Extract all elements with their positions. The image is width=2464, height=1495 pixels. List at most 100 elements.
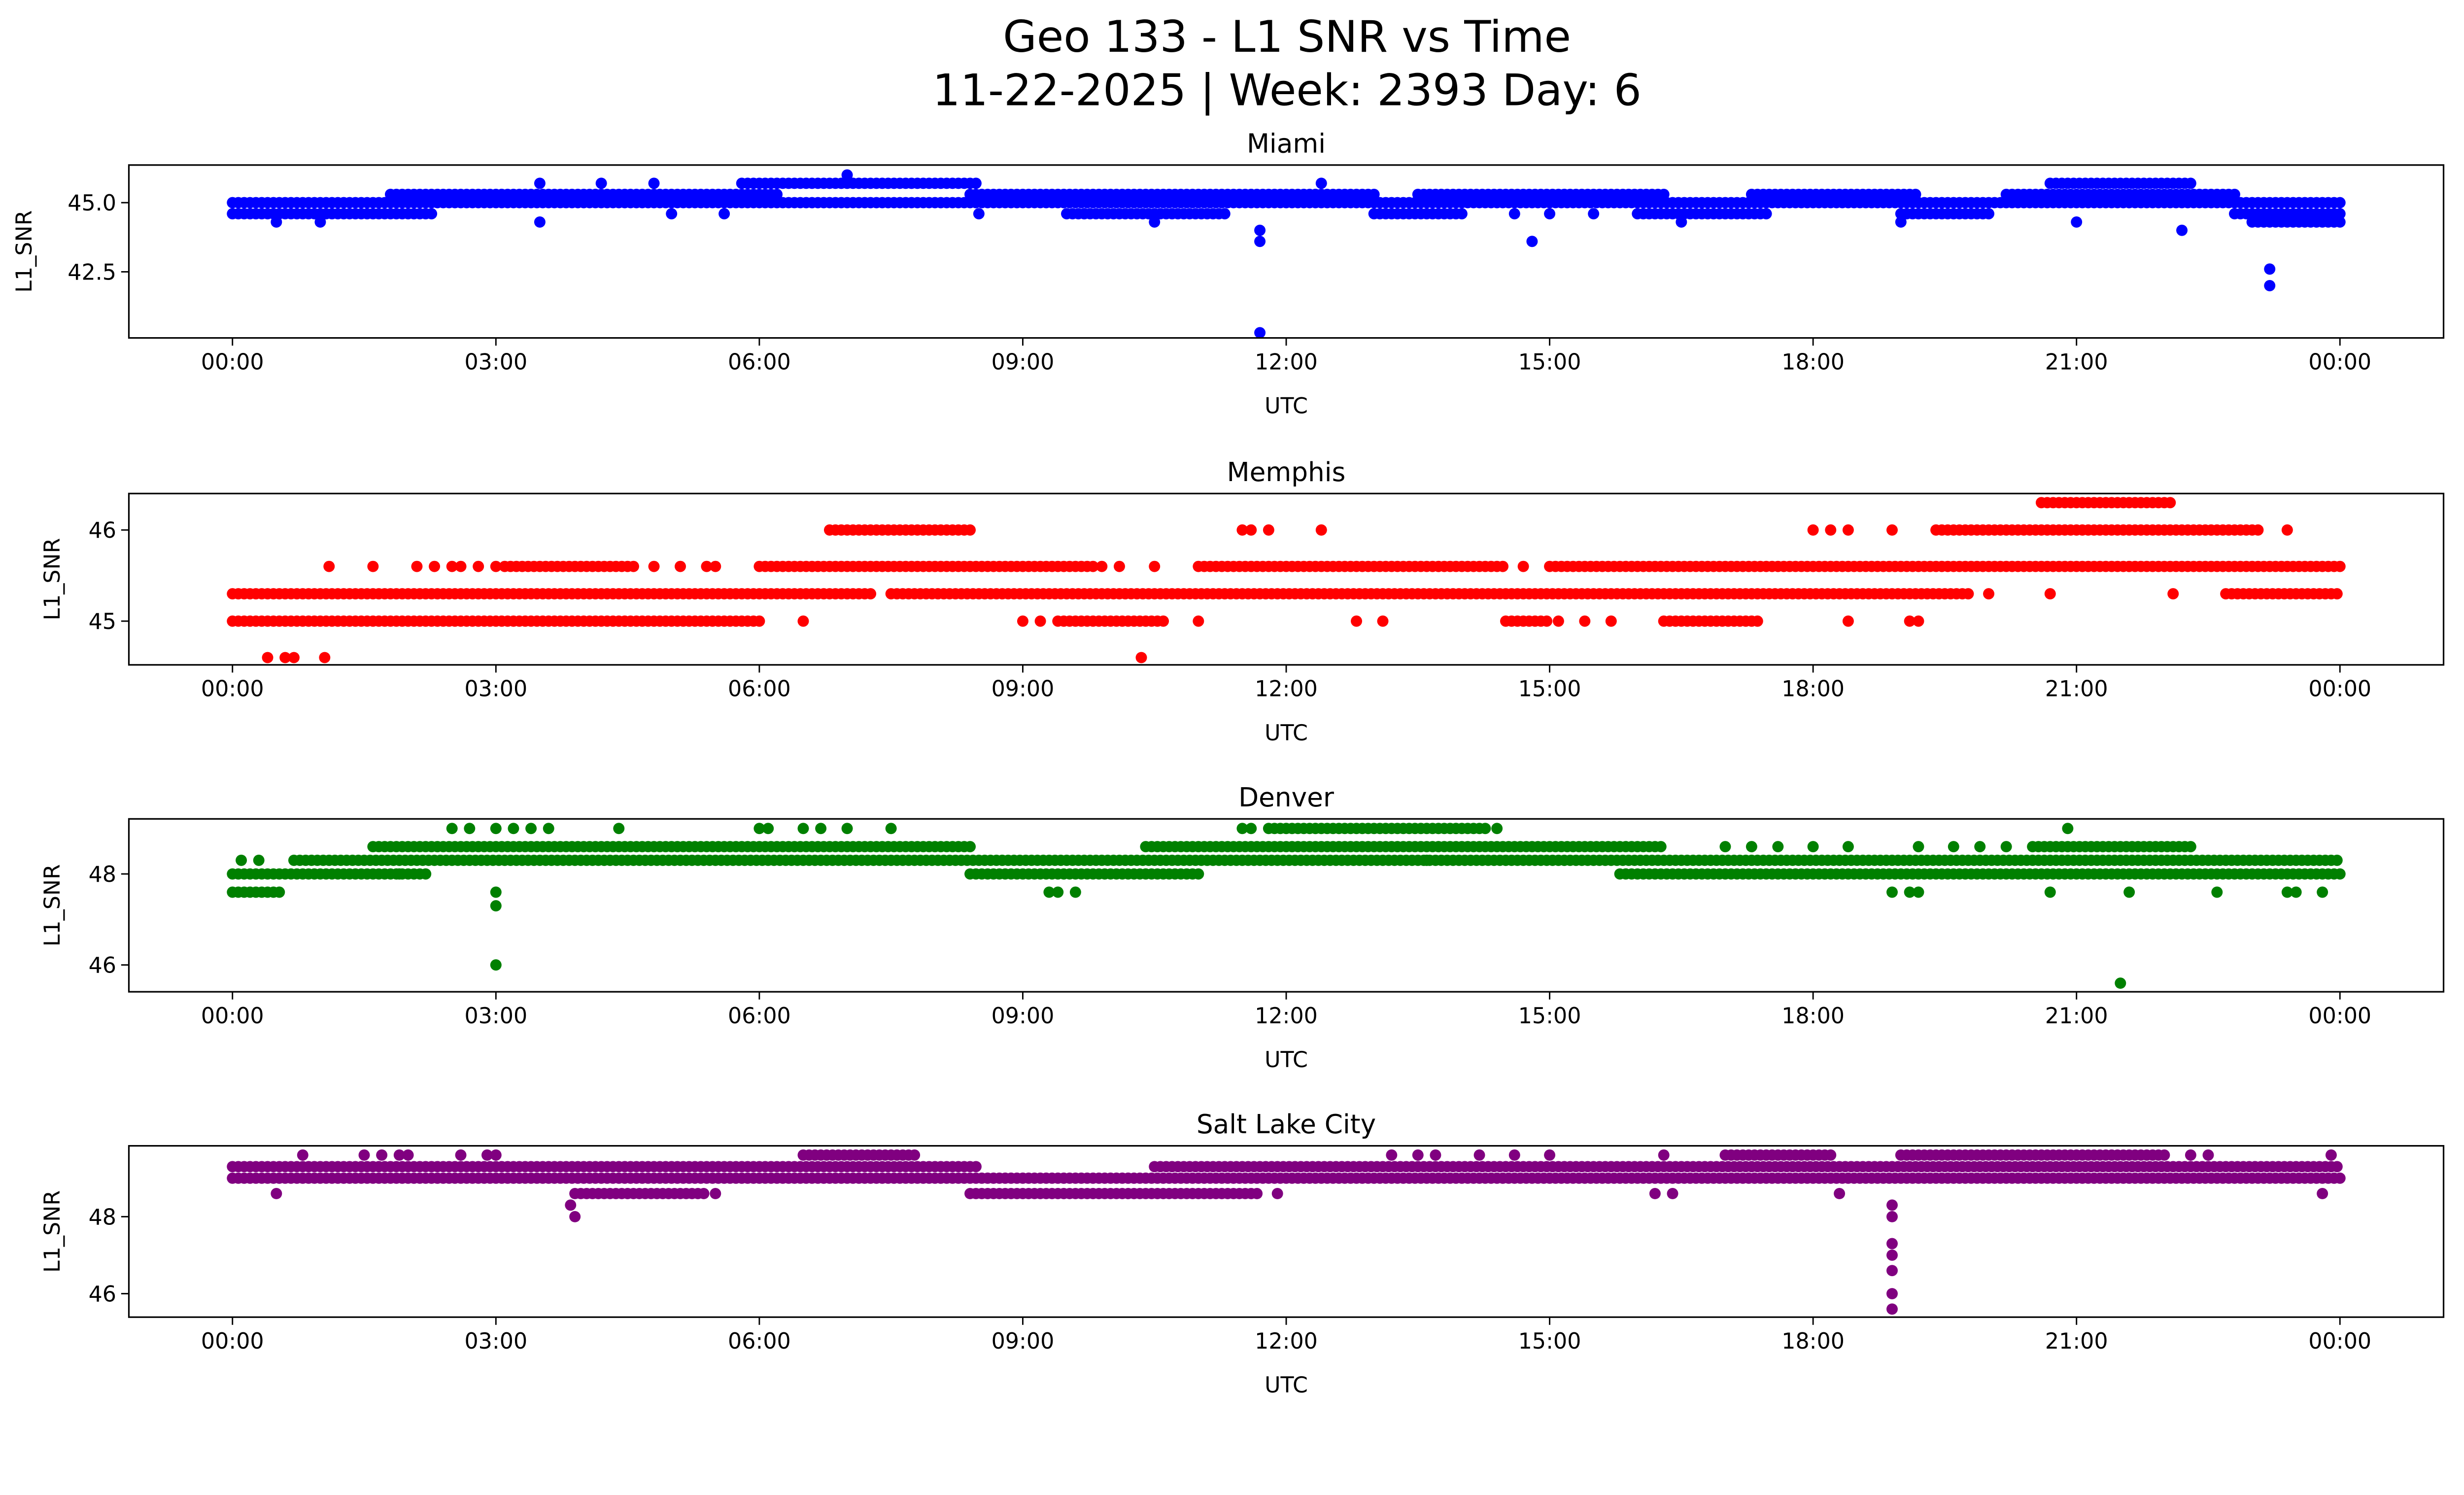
y-tick-label: 48 — [89, 862, 116, 887]
data-point — [473, 560, 484, 572]
data-point — [490, 1149, 502, 1161]
data-point — [534, 177, 546, 189]
data-point — [1751, 615, 1763, 627]
x-tick-label: 00:00 — [201, 1329, 264, 1354]
data-point — [885, 823, 897, 834]
data-point — [2334, 868, 2346, 880]
x-tick-label: 15:00 — [1518, 1329, 1581, 1354]
subplot-memphis: Memphis 00:00 03:00 06:00 09:00 12:00 15:00 18:… — [40, 457, 2445, 746]
data-point — [393, 868, 405, 880]
data-point — [1149, 216, 1161, 228]
data-point — [1552, 615, 1564, 627]
data-point — [1245, 823, 1257, 834]
data-point — [964, 841, 976, 853]
data-point — [2281, 524, 2293, 536]
data-point — [314, 216, 326, 228]
data-point — [262, 652, 274, 663]
data-point — [1315, 524, 1327, 536]
data-point — [1983, 208, 1994, 220]
subplots: Miami 00:00 03:00 06:00 09:00 12:00 15:00 18:00… — [12, 128, 2445, 1398]
data-point — [1772, 841, 1784, 853]
data-point — [1456, 208, 1468, 220]
data-point — [2325, 1149, 2337, 1161]
data-point — [1263, 524, 1274, 536]
data-point — [1745, 841, 1757, 853]
data-point — [1236, 823, 1248, 834]
data-point — [1588, 208, 1600, 220]
x-tick-label: 03:00 — [464, 349, 527, 375]
data-point — [1719, 841, 1731, 853]
x-tick-label: 00:00 — [201, 1004, 264, 1029]
data-point — [1807, 841, 1819, 853]
data-point — [1886, 1265, 1898, 1277]
data-point — [481, 1149, 493, 1161]
x-tick-label: 15:00 — [1518, 677, 1581, 702]
data-point — [1236, 524, 1248, 536]
data-point — [2331, 1161, 2343, 1173]
data-point — [2185, 177, 2196, 189]
x-tick-label: 18:00 — [1781, 1329, 1845, 1354]
data-point — [2176, 224, 2188, 236]
scatter-points — [227, 823, 2346, 989]
y-tick-label: 42.5 — [68, 260, 116, 285]
data-point — [970, 1161, 982, 1173]
data-point — [1017, 615, 1028, 627]
data-point — [1254, 327, 1266, 338]
data-point — [2158, 1149, 2170, 1161]
x-tick-label: 00:00 — [2308, 1004, 2371, 1029]
data-point — [797, 615, 809, 627]
data-point — [2000, 841, 2012, 853]
data-point — [534, 216, 546, 228]
x-axis-label: UTC — [1265, 1047, 1308, 1073]
data-point — [1497, 560, 1509, 572]
data-point — [1193, 615, 1204, 627]
data-point — [565, 1199, 577, 1211]
data-point — [490, 959, 502, 971]
x-tick-label: 03:00 — [464, 1329, 527, 1354]
x-tick-label: 18:00 — [1781, 1004, 1845, 1029]
data-point — [1948, 841, 1959, 853]
data-point — [2202, 1149, 2214, 1161]
x-tick-label: 00:00 — [201, 677, 264, 702]
data-point — [1526, 236, 1538, 247]
subplot-title: Salt Lake City — [1197, 1109, 1376, 1140]
y-tick-label: 46 — [89, 518, 116, 543]
data-point — [1491, 823, 1503, 834]
data-point — [1649, 1187, 1661, 1199]
data-point — [1904, 886, 1916, 898]
data-point — [490, 823, 502, 834]
snr-figure: Geo 133 - L1 SNR vs Time 11-22-2025 | We… — [11, 11, 2445, 1398]
data-point — [1315, 177, 1327, 189]
data-point — [2185, 1149, 2196, 1161]
data-point — [1913, 841, 1924, 853]
y-tick-label: 45.0 — [68, 191, 116, 216]
data-point — [1113, 560, 1125, 572]
data-point — [1430, 1149, 1441, 1161]
data-point — [595, 177, 607, 189]
data-point — [2252, 524, 2264, 536]
data-point — [1096, 560, 1108, 572]
y-axis-label: L1_SNR — [40, 1190, 65, 1273]
x-tick-label: 06:00 — [728, 1004, 791, 1029]
data-point — [1245, 524, 1257, 536]
data-point — [1052, 886, 1064, 898]
data-point — [753, 823, 765, 834]
data-point — [1658, 1149, 1670, 1161]
data-point — [1895, 216, 1907, 228]
data-point — [1544, 1149, 1556, 1161]
x-tick-label: 06:00 — [728, 349, 791, 375]
data-point — [1386, 1149, 1398, 1161]
x-tick-label: 12:00 — [1255, 1004, 1318, 1029]
x-tick-label: 12:00 — [1255, 349, 1318, 375]
x-tick-label: 09:00 — [992, 1329, 1055, 1354]
data-point — [455, 1149, 467, 1161]
data-point — [2264, 263, 2276, 275]
subplot-title: Denver — [1238, 782, 1334, 813]
data-point — [701, 560, 713, 572]
data-point — [2264, 280, 2276, 292]
data-point — [1886, 524, 1898, 536]
data-point — [970, 177, 982, 189]
data-point — [1825, 524, 1837, 536]
data-point — [648, 560, 660, 572]
y-tick-label: 46 — [89, 953, 116, 978]
